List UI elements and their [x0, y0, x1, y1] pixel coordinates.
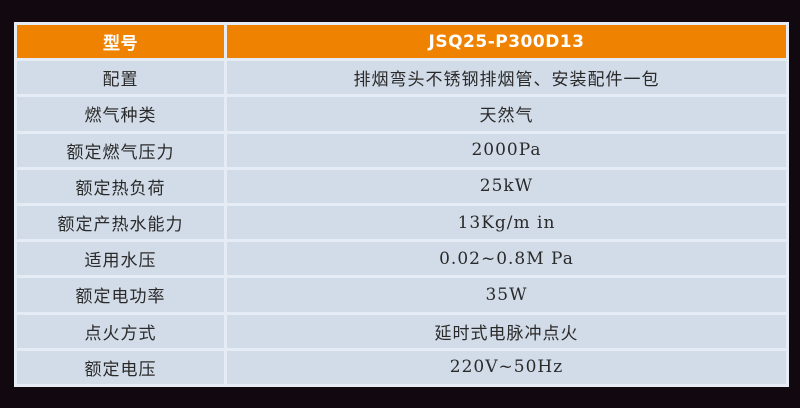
row-value: 延时式电脉冲点火	[227, 314, 786, 348]
row-value: 220V~50Hz	[227, 350, 786, 384]
header-label: 型号	[17, 25, 224, 59]
row-label: 配置	[17, 61, 224, 95]
row-label: 额定电压	[17, 350, 224, 384]
row-label: 额定电功率	[17, 278, 224, 312]
spec-table: 型号 JSQ25-P300D13 配置 排烟弯头不锈钢排烟管、安装配件一包 燃气…	[14, 22, 789, 387]
row-value: 35W	[227, 278, 786, 312]
row-value: 25kW	[227, 169, 786, 203]
row-label: 额定产热水能力	[17, 206, 224, 240]
row-label: 额定燃气压力	[17, 133, 224, 167]
row-label: 额定热负荷	[17, 169, 224, 203]
row-value: 0.02~0.8M Pa	[227, 242, 786, 276]
row-value: 13Kg/m in	[227, 206, 786, 240]
row-value: 天然气	[227, 97, 786, 131]
row-value: 排烟弯头不锈钢排烟管、安装配件一包	[227, 61, 786, 95]
row-label: 燃气种类	[17, 97, 224, 131]
header-model: JSQ25-P300D13	[227, 25, 786, 59]
row-value: 2000Pa	[227, 133, 786, 167]
row-label: 点火方式	[17, 314, 224, 348]
row-label: 适用水压	[17, 242, 224, 276]
